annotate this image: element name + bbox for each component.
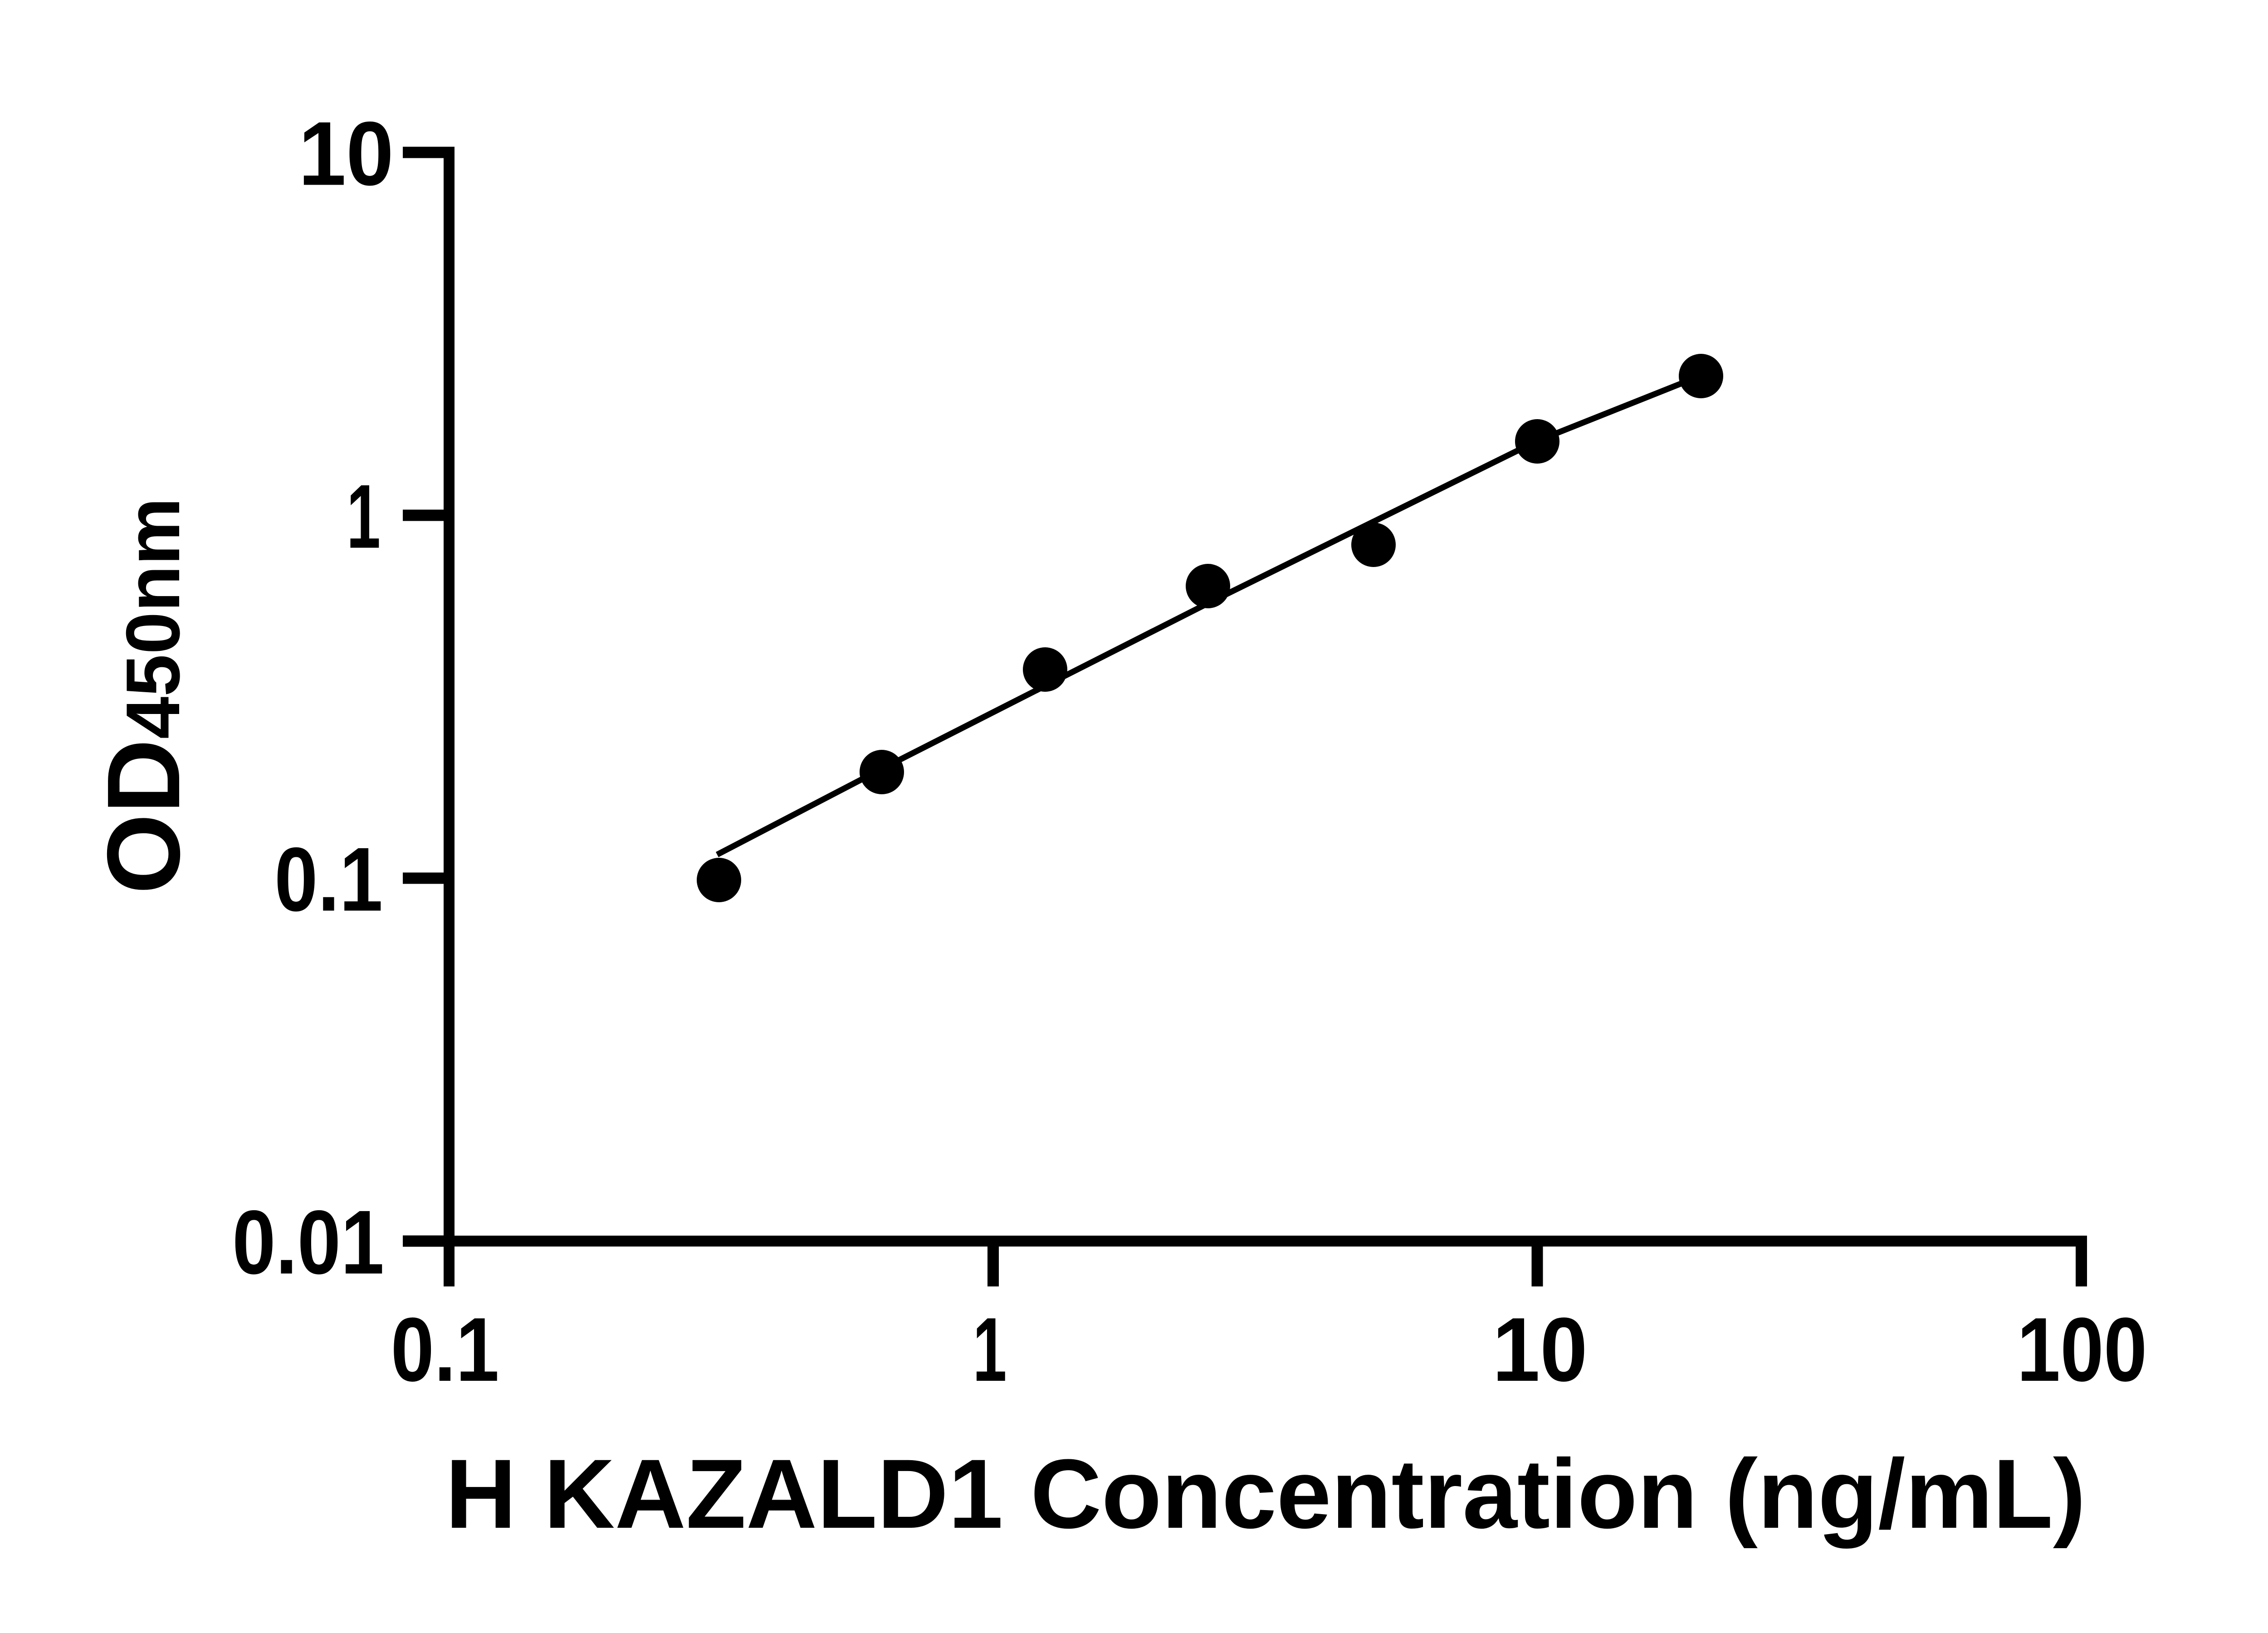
svg-text:H KAZALD1 Concentration (ng/mL: H KAZALD1 Concentration (ng/mL)	[445, 1439, 2086, 1549]
svg-text:10: 10	[298, 103, 394, 205]
svg-text:OD450nm: OD450nm	[86, 498, 201, 894]
svg-text:1: 1	[347, 466, 381, 567]
svg-text:1: 1	[973, 1299, 1007, 1400]
svg-text:0.1: 0.1	[274, 829, 383, 930]
svg-text:10: 10	[1492, 1299, 1588, 1400]
svg-text:0.01: 0.01	[232, 1192, 384, 1293]
svg-text:0.1: 0.1	[391, 1299, 499, 1400]
svg-text:100: 100	[2017, 1299, 2147, 1400]
